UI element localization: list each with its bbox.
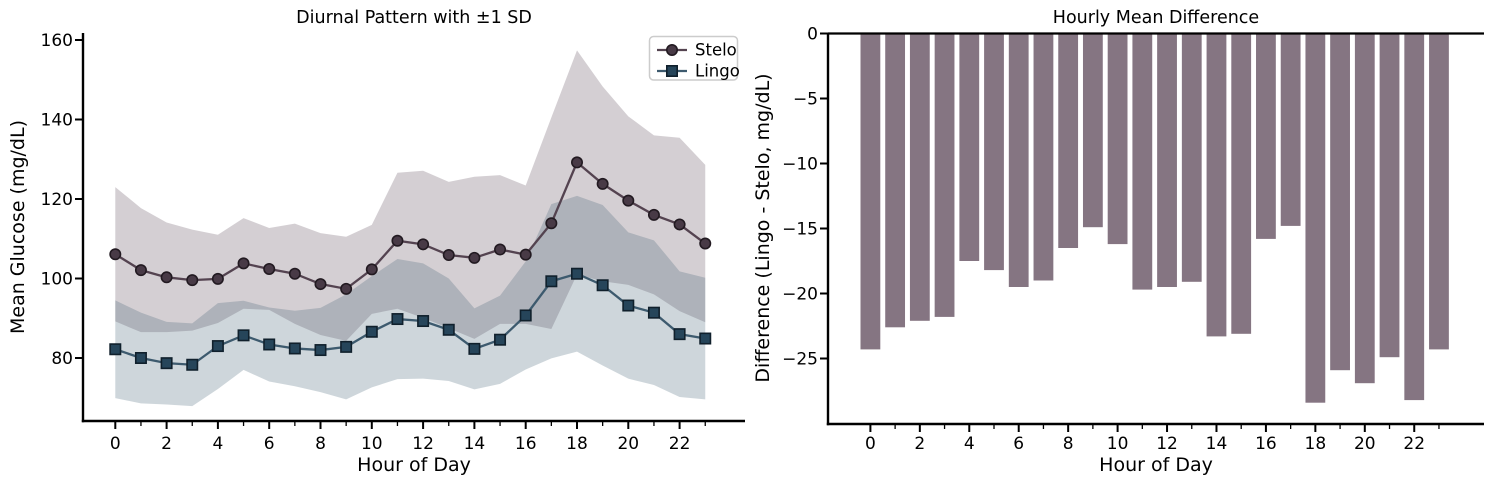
difference-y-axis-label: Difference (Lingo - Stelo, mg/dL) (752, 73, 774, 382)
svg-text:10: 10 (361, 434, 383, 454)
bar-hour-5 (984, 33, 1004, 271)
svg-text:0: 0 (807, 25, 818, 45)
svg-text:100: 100 (41, 270, 73, 290)
bar-hour-10 (1107, 33, 1128, 245)
bar-hour-15 (1231, 33, 1252, 334)
lingo-markers (109, 267, 712, 371)
bar-hour-14 (1206, 33, 1227, 337)
svg-text:6: 6 (264, 434, 275, 454)
x-axis-ticks: 0 2 4 6 8 10 12 14 16 18 20 22 (865, 424, 1440, 454)
svg-text:14: 14 (1206, 434, 1228, 454)
x-axis-ticks: 0 2 4 6 8 10 12 14 16 18 20 22 (110, 421, 706, 454)
bar-hour-2 (909, 33, 930, 321)
legend-stelo-label: Stelo (695, 41, 737, 60)
y-axis-ticks: 0 −5 −10 −15 −20 −25 (782, 25, 828, 370)
svg-text:−10: −10 (782, 155, 818, 175)
svg-text:20: 20 (1354, 434, 1376, 454)
diurnal-y-axis-label: Mean Glucose (mg/dL) (7, 120, 29, 334)
bar-hour-17 (1280, 33, 1301, 226)
svg-text:18: 18 (1305, 434, 1327, 454)
diurnal-chart-title: Diurnal Pattern with ±1 SD (296, 8, 532, 28)
bar-hour-20 (1354, 33, 1375, 384)
svg-text:22: 22 (1403, 434, 1425, 454)
difference-chart: 0 2 4 6 8 10 12 14 16 18 20 22 0 −5 −10 −15 −20 −25 Hourl… (752, 8, 1484, 476)
difference-chart-title: Hourly Mean Difference (1053, 8, 1259, 28)
bar-hour-12 (1157, 33, 1177, 287)
bar-hour-19 (1330, 33, 1350, 371)
svg-text:−20: −20 (782, 285, 818, 305)
bar-hour-22 (1404, 33, 1425, 401)
svg-text:18: 18 (566, 434, 588, 454)
bar-hour-18 (1305, 33, 1326, 403)
bar-hour-11 (1132, 33, 1153, 290)
svg-text:14: 14 (464, 434, 486, 454)
lingo-sd-band (115, 195, 706, 407)
bar-hour-13 (1181, 33, 1202, 282)
svg-text:0: 0 (865, 434, 876, 454)
diurnal-plot-area: 0 2 4 6 8 10 12 14 16 18 20 22 160 140 120 100 80 (41, 31, 745, 454)
svg-text:4: 4 (964, 434, 975, 454)
difference-plot-area: 0 2 4 6 8 10 12 14 16 18 20 22 0 −5 −10 −15 −20 −25 (782, 25, 1484, 454)
bar-hour-23 (1429, 33, 1449, 350)
bar-hour-0 (860, 33, 881, 350)
svg-text:80: 80 (51, 349, 73, 369)
legend: Stelo Lingo (648, 35, 740, 81)
legend-lingo-label: Lingo (695, 62, 740, 81)
svg-text:140: 140 (41, 111, 73, 131)
legend-lingo-marker-icon (665, 65, 678, 78)
svg-text:16: 16 (515, 434, 537, 454)
svg-text:−15: −15 (782, 220, 818, 240)
svg-text:12: 12 (1156, 434, 1178, 454)
svg-text:120: 120 (41, 190, 73, 210)
bar-hour-8 (1058, 33, 1079, 248)
svg-text:0: 0 (110, 434, 121, 454)
difference-bars (860, 33, 1449, 403)
bar-hour-9 (1082, 33, 1103, 228)
bar-hour-4 (959, 33, 980, 261)
difference-x-axis-label: Hour of Day (1099, 454, 1213, 476)
svg-text:2: 2 (161, 434, 172, 454)
stelo-markers (109, 156, 712, 295)
svg-text:16: 16 (1255, 434, 1277, 454)
legend-stelo-marker-icon (665, 43, 678, 56)
svg-text:−5: −5 (793, 90, 818, 110)
bar-hour-21 (1379, 33, 1400, 358)
svg-text:22: 22 (669, 434, 691, 454)
svg-text:4: 4 (212, 434, 223, 454)
y-axis-ticks: 160 140 120 100 80 (41, 31, 83, 369)
svg-text:10: 10 (1107, 434, 1129, 454)
bar-hour-6 (1008, 33, 1029, 287)
diurnal-x-axis-label: Hour of Day (357, 454, 471, 476)
svg-text:160: 160 (41, 31, 73, 51)
svg-text:2: 2 (914, 434, 925, 454)
bar-hour-1 (885, 33, 906, 328)
svg-text:20: 20 (617, 434, 639, 454)
svg-text:6: 6 (1013, 434, 1024, 454)
svg-text:8: 8 (315, 434, 326, 454)
bar-hour-16 (1256, 33, 1276, 239)
bar-hour-3 (934, 33, 955, 317)
svg-text:8: 8 (1063, 434, 1074, 454)
svg-text:−25: −25 (782, 350, 818, 370)
svg-text:12: 12 (412, 434, 434, 454)
bar-hour-7 (1033, 33, 1054, 281)
diurnal-chart: 0 2 4 6 8 10 12 14 16 18 20 22 160 140 120 100 80 Diurna… (7, 8, 745, 476)
